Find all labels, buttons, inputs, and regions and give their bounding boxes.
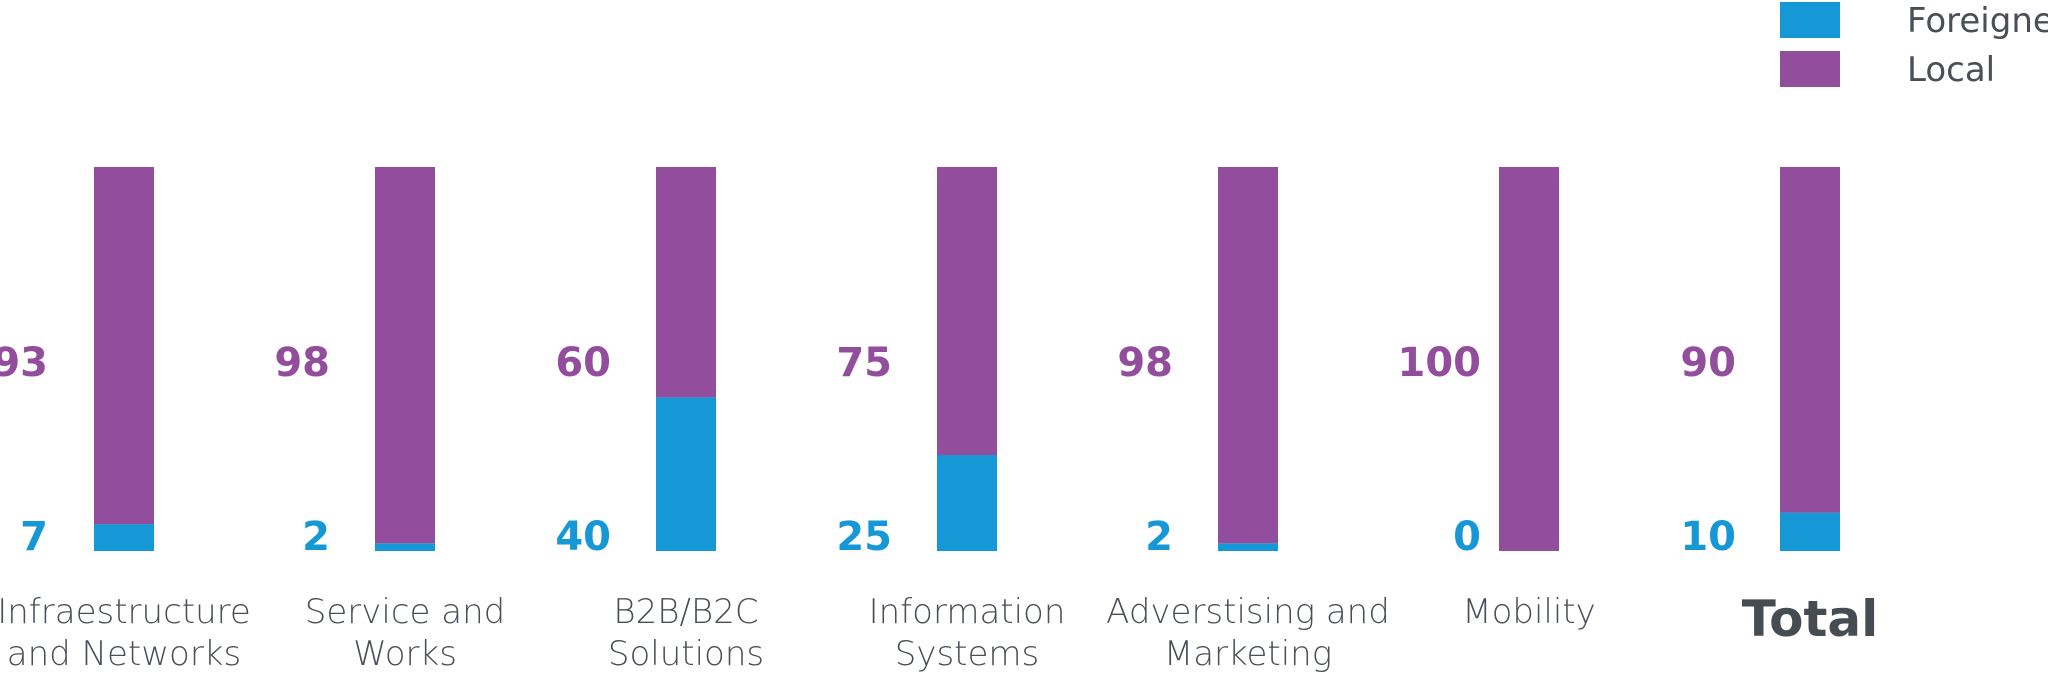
category-label-3: Information Systems [869, 592, 1066, 674]
value-label-local-3: 75 [836, 340, 892, 386]
bar-foreigner-0 [94, 524, 154, 551]
legend-label-local: Local [1907, 50, 1995, 90]
value-label-foreigner-4: 2 [1145, 514, 1173, 560]
legend-label-foreigner: Foreigner [1907, 1, 2048, 41]
value-label-foreigner-1: 2 [302, 514, 330, 560]
value-label-local-0: 93 [0, 340, 48, 386]
value-label-local-2: 60 [555, 340, 611, 386]
bar-local-6 [1780, 167, 1840, 513]
bar-local-2 [656, 167, 716, 398]
bar-foreigner-1 [375, 543, 435, 551]
bar-foreigner-3 [937, 455, 997, 551]
bar-local-0 [94, 167, 154, 525]
value-label-foreigner-3: 25 [836, 514, 892, 560]
legend-swatch-foreigner [1780, 2, 1840, 38]
category-label-2: B2B/B2C Solutions [608, 592, 764, 674]
value-label-local-5: 100 [1398, 340, 1482, 386]
category-label-1: Service and Works [305, 592, 505, 674]
value-label-foreigner-6: 10 [1680, 514, 1736, 560]
value-label-foreigner-0: 7 [20, 514, 48, 560]
value-label-foreigner-5: 0 [1453, 514, 1481, 560]
bar-local-3 [937, 167, 997, 455]
bar-foreigner-4 [1218, 543, 1278, 551]
bar-local-5 [1499, 167, 1559, 551]
bar-local-4 [1218, 167, 1278, 544]
value-label-local-6: 90 [1680, 340, 1736, 386]
bar-foreigner-2 [656, 397, 716, 551]
legend-swatch-local [1780, 51, 1840, 87]
category-label-5: Mobility [1462, 592, 1596, 632]
category-label-0: Infraestructure and Networks [0, 592, 251, 674]
value-label-local-4: 98 [1117, 340, 1173, 386]
category-label-6: Total [1742, 590, 1879, 648]
bar-foreigner-6 [1780, 512, 1840, 551]
category-label-4: Adverstising and Marketing [1106, 592, 1390, 674]
value-label-foreigner-2: 40 [555, 514, 611, 560]
value-label-local-1: 98 [274, 340, 330, 386]
bar-local-1 [375, 167, 435, 544]
